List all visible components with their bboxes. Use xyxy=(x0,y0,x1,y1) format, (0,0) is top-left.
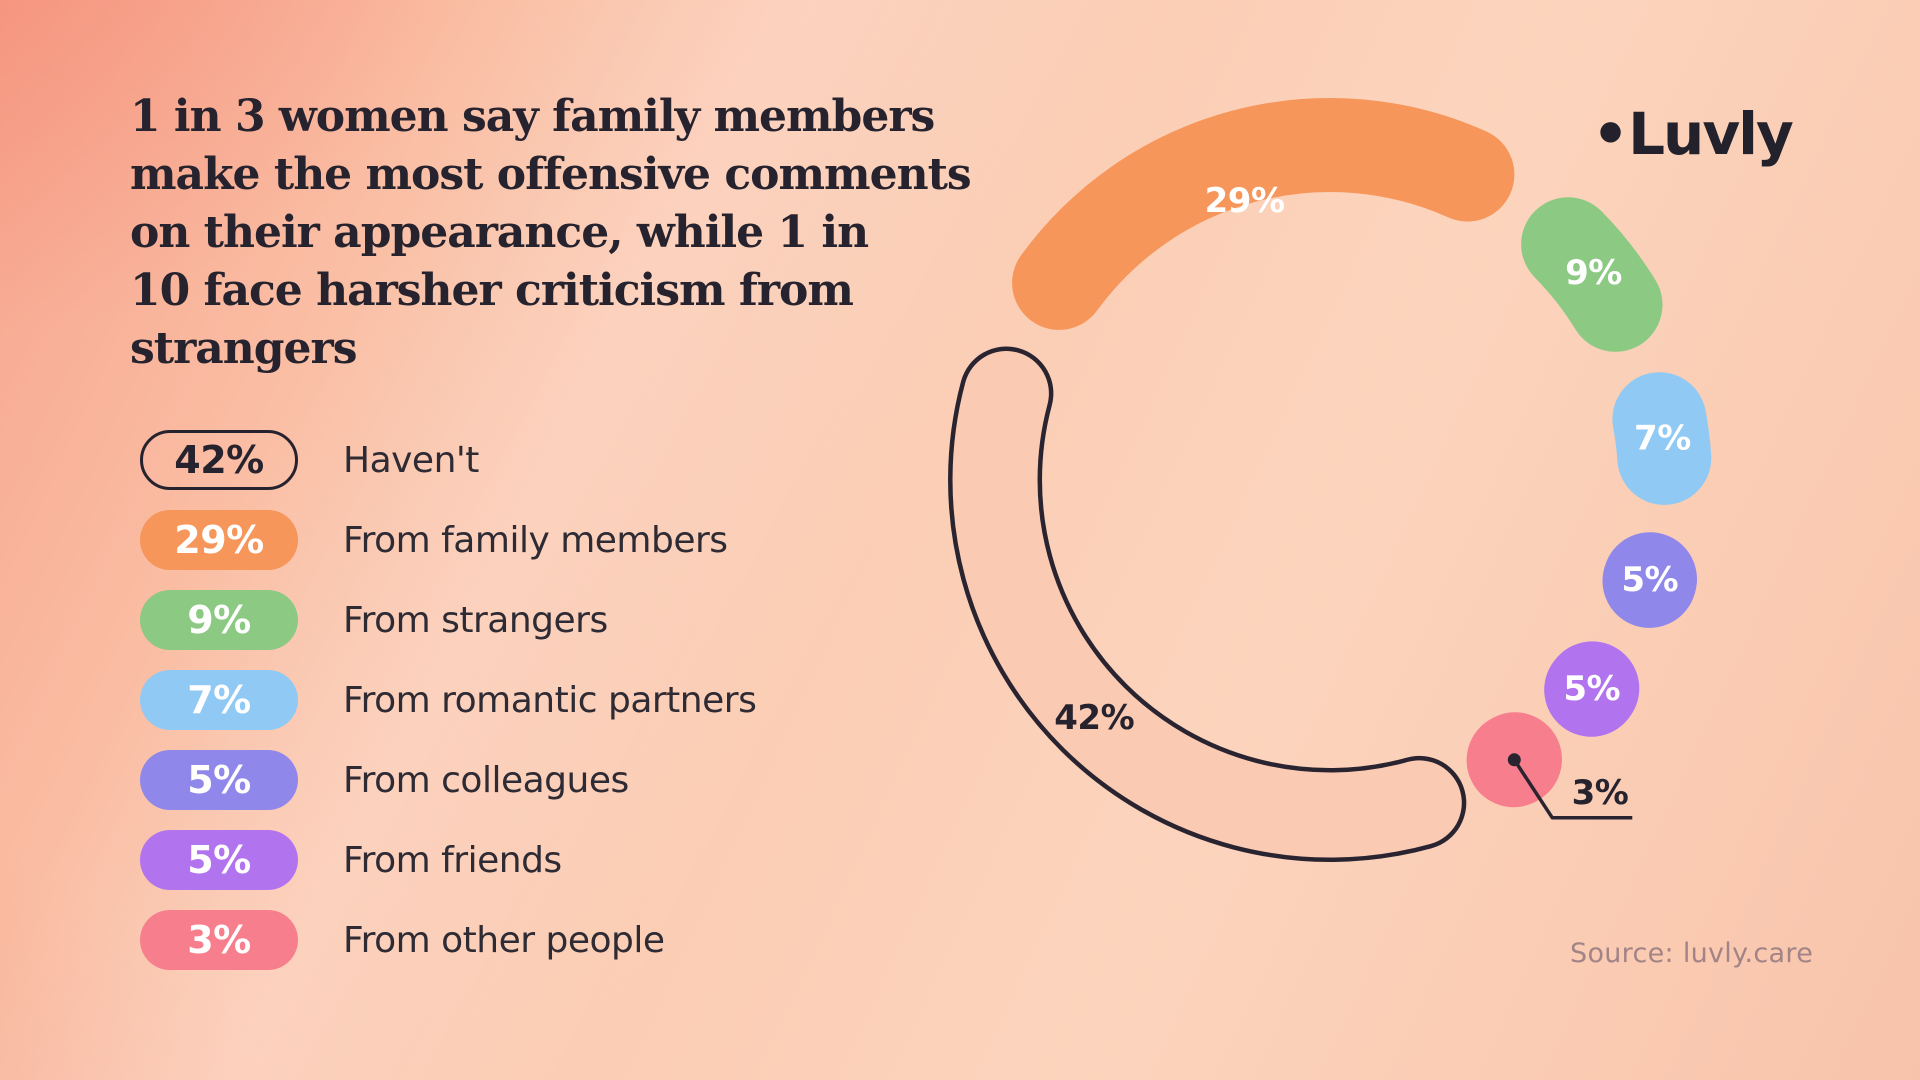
donut-segment-from-family-members xyxy=(1012,98,1515,330)
legend-pill: 9% xyxy=(140,590,298,650)
title-line: make the most offensive comments xyxy=(130,149,972,200)
legend-pill: 7% xyxy=(140,670,298,730)
legend-item-label: From colleagues xyxy=(343,759,629,801)
donut-label-from-friends: 5% xyxy=(1563,669,1620,709)
title-line: strangers xyxy=(130,323,358,374)
donut-segment-from-strangers xyxy=(1521,197,1663,352)
legend-item-label: Haven't xyxy=(343,439,479,481)
title-line: on their appearance, while 1 in xyxy=(130,207,869,258)
legend-row-romantic-partners: 7% From romantic partners xyxy=(140,670,757,730)
donut-label-from-romantic-partners: 7% xyxy=(1634,418,1691,458)
donut-label-haven-t: 42% xyxy=(1054,698,1134,738)
legend-pill: 29% xyxy=(140,510,298,570)
source-credit: Source: luvly.care xyxy=(1570,938,1814,969)
legend-item-label: From friends xyxy=(343,839,562,881)
legend-item-label: From romantic partners xyxy=(343,679,757,721)
title-line: 1 in 3 women say family members xyxy=(130,91,935,142)
legend-row-havent: 42% Haven't xyxy=(140,430,756,490)
legend-row-family: 29% From family members xyxy=(140,510,756,570)
donut-segment-from-friends xyxy=(1544,641,1640,737)
legend-pill: 5% xyxy=(140,750,298,810)
legend-pill: 42% xyxy=(140,430,298,490)
donut-label-from-other-people: 3% xyxy=(1572,773,1629,813)
donut-label-from-colleagues: 5% xyxy=(1621,560,1678,600)
leader-line xyxy=(1512,758,1633,820)
legend-row-other-people: 3% From other people xyxy=(140,910,756,970)
luvly-logo: • Luvly xyxy=(1592,100,1794,168)
legend-item-label: From family members xyxy=(343,519,728,561)
legend-item-label: From strangers xyxy=(343,599,608,641)
legend-row-strangers: 9% From strangers xyxy=(140,590,756,650)
donut-segment-from-romantic-partners xyxy=(1612,372,1712,505)
donut-segment-haven-t-inner xyxy=(952,351,1462,858)
donut-label-from-family-members: 29% xyxy=(1205,181,1285,221)
legend-pill: 5% xyxy=(140,830,298,890)
infographic-title: 1 in 3 women say family members make the… xyxy=(130,88,1010,378)
donut-segment-from-colleagues xyxy=(1602,532,1697,628)
legend-item-label: From other people xyxy=(343,919,665,961)
donut-label-from-strangers: 9% xyxy=(1565,253,1622,293)
legend: 42% Haven't 29% From family members 9% F… xyxy=(140,430,757,970)
title-line: 10 face harsher criticism from xyxy=(130,265,854,316)
legend-row-colleagues: 5% From colleagues xyxy=(140,750,756,810)
logo-text: Luvly xyxy=(1628,100,1794,168)
legend-row-friends: 5% From friends xyxy=(140,830,756,890)
logo-dot-icon: • xyxy=(1592,100,1629,168)
legend-pill: 3% xyxy=(140,910,298,970)
